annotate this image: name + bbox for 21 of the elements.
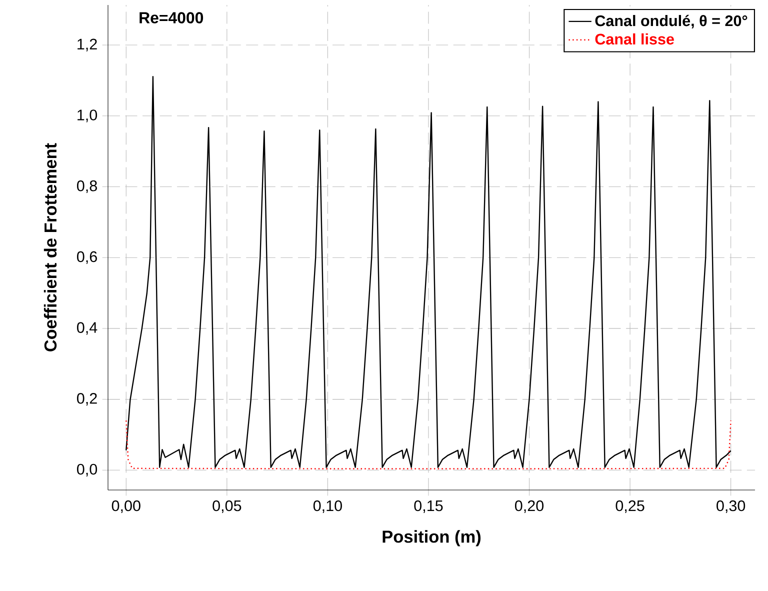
y-tick-label: 1,0 bbox=[78, 110, 98, 122]
y-tick-label: 0,2 bbox=[77, 392, 97, 406]
x-tick-label: 0,00 bbox=[112, 500, 140, 513]
line-series bbox=[126, 76, 732, 468]
legend-label: Canal ondulé, θ = 20° bbox=[595, 14, 748, 28]
x-tick-label: 0,20 bbox=[515, 500, 544, 513]
x-tick-label: 0,25 bbox=[616, 500, 644, 513]
annotation: Re=4000 bbox=[140, 12, 204, 24]
x-tick-label: 0,10 bbox=[313, 500, 342, 513]
x-tick-label: 0,30 bbox=[716, 500, 746, 513]
line-series bbox=[126, 420, 732, 470]
x-tick-label: 0,05 bbox=[212, 500, 242, 513]
x-axis-title: Position (m) bbox=[382, 530, 481, 546]
legend-label: Canal lisse bbox=[595, 33, 674, 45]
y-tick-label: 1,2 bbox=[78, 38, 97, 52]
y-tick-label: 0,6 bbox=[77, 251, 97, 264]
y-tick-label: 0,8 bbox=[77, 180, 97, 194]
x-tick-label: 0,15 bbox=[414, 500, 443, 513]
y-tick-label: 0,4 bbox=[77, 322, 98, 335]
y-axis-title: Coefficient de Frottement bbox=[44, 143, 57, 352]
y-tick-label: 0,0 bbox=[77, 464, 98, 476]
